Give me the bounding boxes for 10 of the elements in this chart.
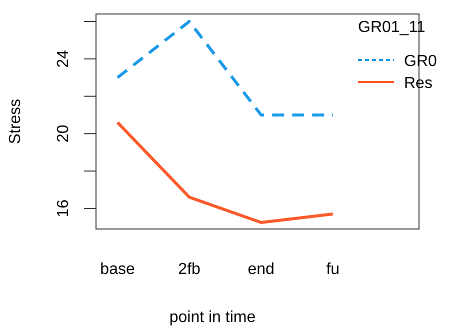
y-tick-label: 24 bbox=[55, 50, 72, 68]
x-axis-title: point in time bbox=[169, 309, 256, 326]
x-tick-label: base bbox=[100, 261, 135, 278]
x-tick-label: end bbox=[248, 261, 274, 278]
x-tick-label: 2fb bbox=[178, 261, 201, 278]
y-tick-label: 16 bbox=[55, 199, 72, 218]
x-tick-label: fu bbox=[326, 261, 340, 278]
y-axis-title: Stress bbox=[7, 98, 24, 144]
line-series bbox=[116, 120, 334, 224]
y-tick-label: 20 bbox=[55, 124, 72, 143]
